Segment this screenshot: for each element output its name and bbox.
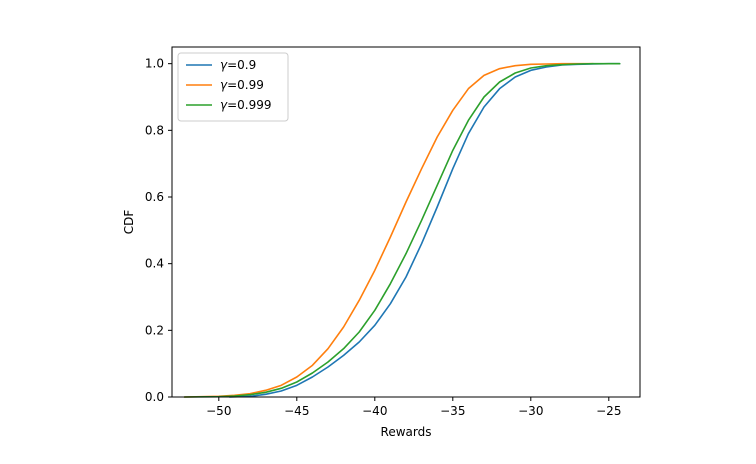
- legend: γ=0.9γ=0.99γ=0.999: [177, 52, 289, 122]
- axes-frame: [171, 46, 641, 398]
- x-tick-label: −45: [284, 404, 309, 418]
- y-tick-label: 0.0: [145, 390, 164, 404]
- x-axis-ticks: −50 −45 −40 −35 −30 −25: [206, 397, 621, 418]
- legend-label-1: γ=0.99: [220, 78, 264, 92]
- x-tick-label: −40: [362, 404, 387, 418]
- legend-label-0: γ=0.9: [220, 58, 256, 72]
- legend-value: =0.9: [227, 58, 256, 72]
- legend-value: =0.999: [227, 98, 271, 112]
- legend-value: =0.99: [227, 78, 264, 92]
- legend-label-2: γ=0.999: [220, 98, 272, 112]
- y-tick-label: 1.0: [145, 57, 164, 71]
- series-layer: [183, 62, 621, 398]
- series-line-2: [183, 62, 621, 398]
- x-tick-label: −30: [518, 404, 543, 418]
- y-tick-label: 0.8: [145, 123, 164, 137]
- x-tick-label: −25: [596, 404, 621, 418]
- legend-gamma-symbol: γ: [220, 98, 228, 112]
- y-axis-label: CDF: [122, 210, 136, 235]
- x-tick-label: −35: [440, 404, 465, 418]
- y-tick-label: 0.6: [145, 190, 164, 204]
- y-tick-label: 0.4: [145, 257, 164, 271]
- legend-gamma-symbol: γ: [220, 58, 228, 72]
- series-line-1: [183, 62, 595, 398]
- x-axis-label: Rewards: [381, 425, 432, 439]
- x-tick-label: −50: [206, 404, 231, 418]
- y-axis-ticks: 0.0 0.2 0.4 0.6 0.8 1.0: [145, 57, 172, 404]
- y-tick-label: 0.2: [145, 323, 164, 337]
- legend-box: [177, 52, 289, 122]
- legend-gamma-symbol: γ: [220, 78, 228, 92]
